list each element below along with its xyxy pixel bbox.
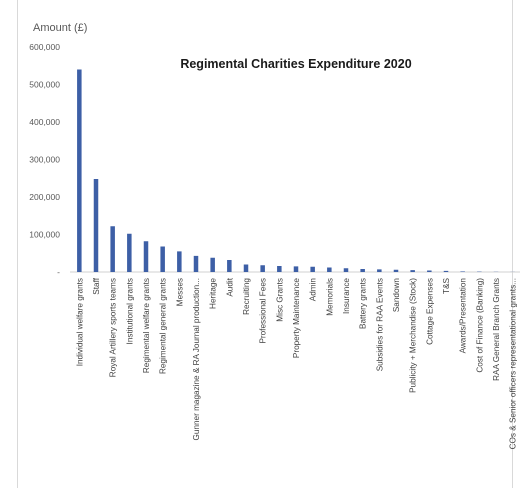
x-tick-label: RAA General Branch Grants (492, 278, 501, 381)
x-tick-label: COs & Senior officers representational g… (509, 278, 518, 449)
bar (277, 266, 282, 272)
x-tick-label: Property Maintenance (292, 278, 301, 359)
x-tick-label: Audit (225, 277, 234, 296)
x-tick-label: Regimental general grants (159, 278, 168, 374)
x-tick-label: Cost of Finance (Banking) (475, 278, 484, 373)
x-tick-label: Misc Grants (275, 278, 284, 322)
x-tick-label: Cottage Expenses (425, 278, 434, 345)
x-tick-label: Awards/Presentation (459, 278, 468, 354)
x-tick-label: T&S (442, 277, 451, 293)
bar (177, 251, 182, 273)
bar (293, 266, 299, 273)
y-axis-label: Amount (£) (33, 22, 87, 34)
chart-frame (17, 0, 513, 488)
x-tick-label: Memorials (325, 278, 334, 316)
x-tick-label: Gunner magazine & RA Journal production.… (192, 278, 201, 440)
bar (260, 265, 265, 272)
y-tick-label: 200,000 (29, 192, 60, 202)
x-axis-tick-labels: Individual welfare grants Staff Royal Arti… (75, 277, 517, 449)
bar (193, 255, 199, 273)
y-tick-label: 600,000 (29, 42, 60, 52)
bar (460, 271, 465, 272)
bar (310, 266, 315, 272)
x-tick-label: Publicity + Merchandise (Stock) (409, 278, 418, 393)
x-tick-label: Regimental welfare grants (142, 278, 151, 373)
bar (360, 269, 365, 272)
y-axis-ticks: - 100,000 200,000 300,000 400,000 500,000 600,… (29, 42, 60, 277)
x-tick-label: Staff (92, 277, 101, 294)
bar (77, 69, 82, 272)
x-tick-label: Royal Artillery sports teams (109, 278, 118, 377)
bar (143, 241, 149, 272)
bar (127, 233, 132, 272)
bar (227, 260, 232, 272)
y-tick-label: - (57, 267, 60, 277)
y-tick-label: 100,000 (29, 230, 60, 240)
bars (77, 69, 515, 273)
x-tick-label: Battery grants (359, 278, 368, 329)
x-tick-label: Subsidies for RAA Events (375, 278, 384, 371)
x-tick-label: Sandown (392, 278, 401, 313)
x-tick-label: Institutional grants (125, 278, 134, 344)
y-tick-label: 300,000 (29, 155, 60, 165)
bar (393, 269, 399, 272)
bar (243, 264, 249, 272)
bar (343, 268, 349, 272)
bar (93, 179, 99, 272)
y-tick-label: 400,000 (29, 117, 60, 127)
x-tick-label: Admin (309, 278, 318, 302)
x-tick-label: Recruiting (242, 278, 251, 315)
bar (160, 246, 165, 272)
x-tick-label: Individual welfare grants (75, 278, 84, 366)
bar (410, 270, 415, 273)
chart-title: Regimental Charities Expenditure 2020 (180, 57, 411, 71)
x-tick-label: Insurance (342, 278, 351, 314)
x-tick-label: Messes (175, 278, 184, 306)
x-tick-label: Professional Fees (259, 278, 268, 344)
bar (210, 257, 215, 272)
x-tick-label: Heritage (209, 278, 218, 309)
bar (377, 269, 382, 273)
bar (110, 226, 115, 272)
bar (327, 267, 332, 272)
bar (443, 270, 449, 273)
bar (427, 270, 432, 272)
y-tick-label: 500,000 (29, 80, 60, 90)
